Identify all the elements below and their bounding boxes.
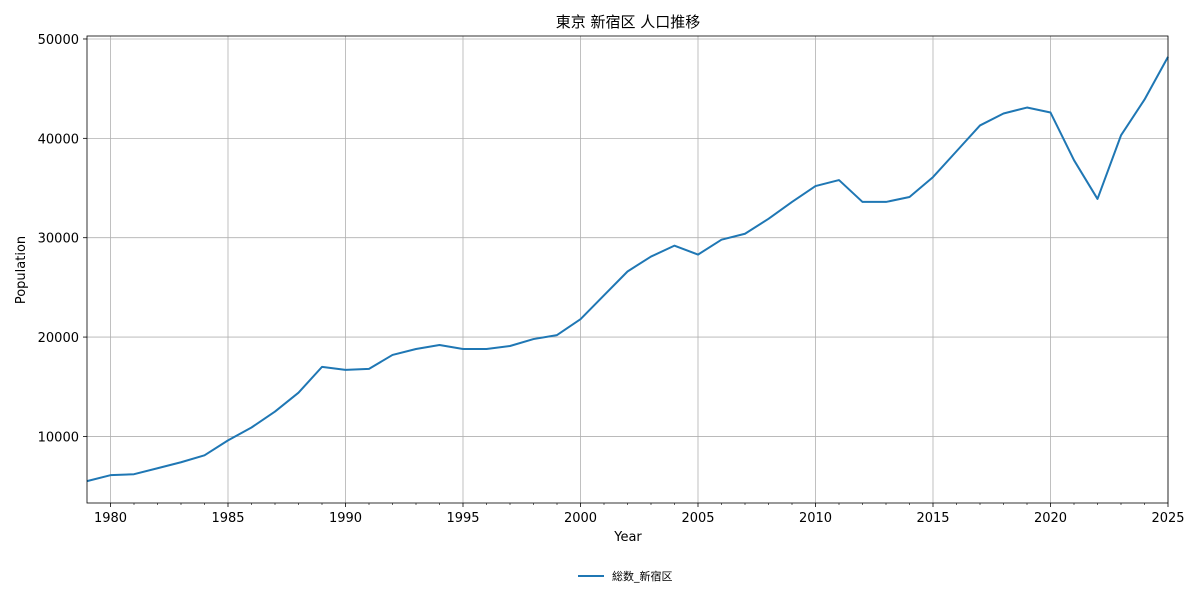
plot-area-frame: [86, 35, 1169, 504]
x-axis-title: Year: [613, 530, 642, 545]
series-line: [86, 56, 1169, 483]
series-lines: [86, 56, 1169, 483]
x-tick-label: 1995: [446, 511, 479, 526]
x-tick-label: 2010: [799, 511, 832, 526]
x-tick-label: 1985: [211, 511, 244, 526]
legend-label: 総数_新宿区: [612, 569, 673, 583]
legend: 総数_新宿区: [578, 569, 673, 583]
axis-ticks: 1980 1985 1990 1995 2000 2005 2010 2015 2020 2025…: [38, 33, 1185, 526]
y-tick-label: 10000: [38, 430, 79, 445]
x-tick-label: 2020: [1034, 511, 1067, 526]
x-tick-label: 1990: [329, 511, 362, 526]
x-tick-label: 1980: [94, 511, 127, 526]
y-tick-label: 20000: [38, 331, 79, 346]
y-tick-label: 40000: [38, 132, 79, 147]
y-axis-title: Population: [14, 236, 29, 304]
chart-title: 東京 新宿区 人口推移: [556, 13, 701, 31]
x-tick-label: 2025: [1151, 511, 1184, 526]
y-tick-label: 50000: [38, 33, 79, 48]
x-tick-label: 2000: [564, 511, 597, 526]
x-tick-label: 2005: [681, 511, 714, 526]
x-tick-label: 2015: [916, 511, 949, 526]
y-tick-label: 30000: [38, 232, 79, 247]
